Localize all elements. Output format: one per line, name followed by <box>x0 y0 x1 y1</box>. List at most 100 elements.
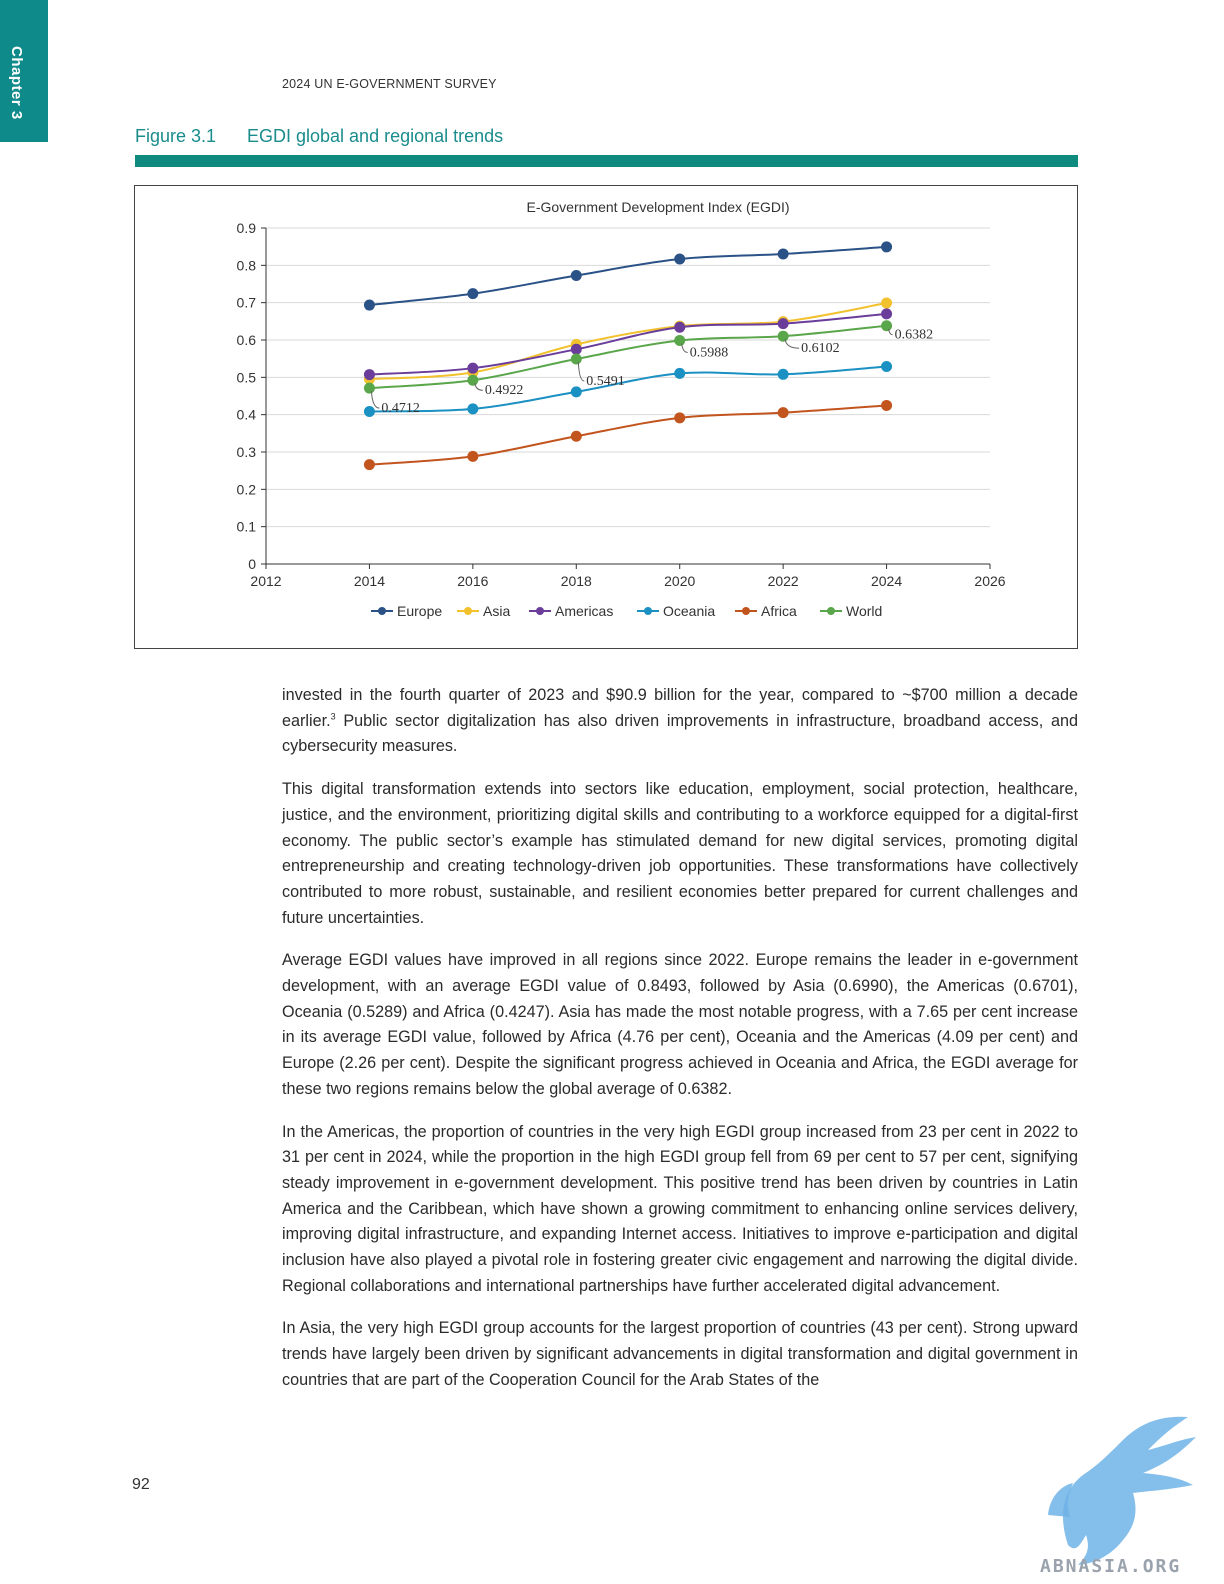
data-label-world: 0.4712 <box>381 401 420 416</box>
x-tick-label: 2018 <box>561 573 592 589</box>
figure-caption: Figure 3.1 EGDI global and regional trend… <box>135 126 503 147</box>
data-point-world <box>674 334 686 346</box>
chapter-tab: Chapter 3 <box>0 0 48 142</box>
y-tick-label: 0.4 <box>237 407 257 423</box>
body-text: invested in the fourth quarter of 2023 a… <box>282 683 1078 1411</box>
y-tick-label: 0.9 <box>237 220 257 236</box>
data-point-americas <box>363 369 375 381</box>
legend-marker-world <box>827 607 835 615</box>
data-point-oceania <box>674 367 686 379</box>
footnote-ref[interactable]: 3 <box>330 711 336 722</box>
x-tick-label: 2024 <box>871 573 902 589</box>
y-tick-label: 0.3 <box>237 444 257 460</box>
data-point-americas <box>467 362 479 374</box>
x-tick-label: 2020 <box>664 573 695 589</box>
data-point-oceania <box>881 361 893 373</box>
figure-title: EGDI global and regional trends <box>247 126 504 146</box>
paragraph-4: In the Americas, the proportion of count… <box>282 1122 1078 1295</box>
watermark-text: ABNASIA.ORG <box>1040 1556 1182 1577</box>
data-point-europe <box>674 253 686 265</box>
paragraph-1: invested in the fourth quarter of 2023 a… <box>282 683 1078 760</box>
legend-label-americas: Americas <box>555 603 613 619</box>
legend-label-world: World <box>846 603 882 619</box>
data-label-world: 0.5988 <box>690 345 729 360</box>
x-tick-label: 2014 <box>354 573 385 589</box>
chart-title: E-Government Development Index (EGDI) <box>527 199 790 215</box>
data-point-world <box>570 353 582 365</box>
data-label-world: 0.6102 <box>801 341 840 356</box>
x-tick-label: 2016 <box>457 573 488 589</box>
running-head: 2024 UN E-GOVERNMENT SURVEY <box>282 77 497 91</box>
legend-marker-africa <box>742 607 750 615</box>
legend-marker-europe <box>378 607 386 615</box>
y-tick-label: 0 <box>248 556 256 572</box>
data-point-world <box>777 330 789 342</box>
figure-rule <box>135 155 1078 167</box>
data-point-oceania <box>777 368 789 380</box>
y-tick-label: 0.8 <box>237 257 257 273</box>
data-point-europe <box>363 299 375 311</box>
legend-marker-oceania <box>644 607 652 615</box>
data-label-leader <box>888 328 893 336</box>
egdi-line-chart: E-Government Development Index (EGDI) 0 0.… <box>237 199 1006 619</box>
data-point-oceania <box>363 405 375 417</box>
data-point-europe <box>570 270 582 282</box>
data-point-africa <box>363 459 375 471</box>
chapter-tab-label: Chapter 3 <box>8 46 25 120</box>
paragraph-5: In Asia, the very high EGDI group accoun… <box>282 1319 1078 1389</box>
griffin-logo-icon <box>1048 1416 1196 1565</box>
data-point-americas <box>881 308 893 320</box>
y-tick-label: 0.2 <box>237 481 257 497</box>
data-point-world <box>363 382 375 394</box>
data-point-americas <box>674 321 686 333</box>
data-point-africa <box>777 407 789 419</box>
series-line-world <box>369 324 887 390</box>
data-point-africa <box>570 430 582 442</box>
data-point-world <box>881 320 893 332</box>
paragraph-1-text-b: Public sector digitalization has also dr… <box>282 711 1078 756</box>
data-label-leader <box>681 343 688 353</box>
data-label-world: 0.5491 <box>586 374 625 389</box>
data-label-leader <box>784 339 800 349</box>
paragraph-2: This digital transformation extends into… <box>282 780 1078 927</box>
data-label-leader <box>577 361 585 382</box>
legend-label-africa: Africa <box>761 603 797 619</box>
series-line-americas <box>369 312 887 376</box>
data-label-world: 0.4922 <box>485 383 524 398</box>
figure-number: Figure 3.1 <box>135 126 217 146</box>
y-tick-label: 0.6 <box>237 332 257 348</box>
data-point-oceania <box>570 386 582 398</box>
data-point-asia <box>881 297 893 309</box>
data-point-europe <box>881 241 893 253</box>
series-line-oceania <box>369 365 887 413</box>
egdi-chart: E-Government Development Index (EGDI) 0 0.… <box>134 185 1078 649</box>
data-label-world: 0.6382 <box>895 328 934 343</box>
x-tick-label: 2012 <box>250 573 281 589</box>
series-line-asia <box>369 302 887 381</box>
data-point-americas <box>570 343 582 355</box>
series-line-africa <box>369 404 887 466</box>
page-number: 92 <box>132 1476 150 1493</box>
data-label-leader <box>474 383 483 391</box>
legend-marker-americas <box>536 607 544 615</box>
data-point-africa <box>674 412 686 424</box>
data-point-europe <box>467 288 479 300</box>
legend-label-oceania: Oceania <box>663 603 715 619</box>
legend-marker-asia <box>464 607 472 615</box>
paragraph-3: Average EGDI values have improved in all… <box>282 951 1078 1098</box>
data-point-oceania <box>467 403 479 415</box>
y-tick-label: 0.1 <box>237 519 257 535</box>
data-point-africa <box>467 450 479 462</box>
data-label-leader <box>370 391 380 409</box>
x-tick-label: 2022 <box>768 573 799 589</box>
series-line-europe <box>369 245 887 307</box>
data-point-europe <box>777 248 789 260</box>
data-point-africa <box>881 399 893 411</box>
data-point-americas <box>777 318 789 330</box>
x-tick-label: 2026 <box>974 573 1005 589</box>
y-tick-label: 0.7 <box>237 295 257 311</box>
paragraph-1-text-a: invested in the fourth quarter of 2023 a… <box>282 686 1078 730</box>
legend-label-asia: Asia <box>483 603 510 619</box>
y-tick-label: 0.5 <box>237 369 257 385</box>
legend-label-europe: Europe <box>397 603 442 619</box>
